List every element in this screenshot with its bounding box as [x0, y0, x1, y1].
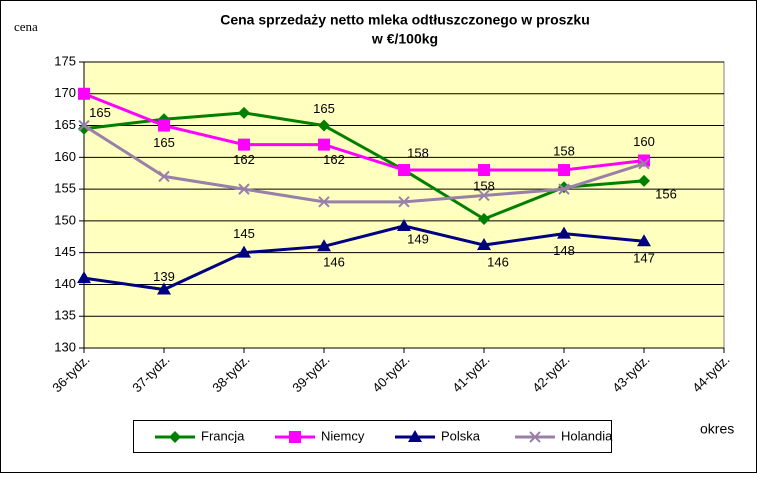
marker — [289, 431, 301, 443]
legend-label: Francja — [201, 428, 245, 443]
y-tick-label: 150 — [54, 212, 76, 227]
marker — [317, 239, 331, 252]
y-tick-label: 155 — [54, 181, 76, 196]
series-line — [83, 124, 645, 204]
data-label: 145 — [233, 226, 255, 241]
y-axis-label: cena — [14, 19, 38, 34]
legend-label: Polska — [441, 428, 481, 443]
marker — [557, 226, 571, 239]
marker — [157, 282, 171, 295]
y-tick-label: 175 — [54, 53, 76, 68]
plot-area — [83, 61, 725, 349]
marker — [478, 189, 490, 202]
x-axis-label: okres — [700, 421, 734, 437]
marker — [558, 183, 570, 195]
marker — [638, 157, 650, 170]
data-label: 162 — [233, 152, 255, 167]
data-label: 147 — [633, 251, 655, 266]
marker — [238, 106, 250, 119]
y-tick-label: 170 — [54, 85, 76, 100]
y-tick-label: 130 — [54, 339, 76, 354]
y-tick-label: 140 — [54, 276, 76, 291]
marker — [478, 164, 490, 177]
marker — [158, 119, 170, 132]
data-label: 158 — [473, 178, 495, 193]
data-label: 160 — [633, 134, 655, 149]
legend-label: Niemcy — [321, 428, 365, 443]
marker — [529, 431, 541, 443]
legend-label: Holandia — [561, 428, 613, 443]
marker — [238, 138, 250, 151]
y-tick-label: 165 — [54, 117, 76, 132]
marker — [78, 119, 90, 132]
marker — [477, 238, 491, 251]
series-line — [83, 224, 645, 292]
chart-subtitle: w €/100kg — [371, 31, 438, 47]
marker — [158, 170, 170, 183]
data-label: 146 — [323, 255, 345, 270]
marker — [398, 196, 410, 208]
data-label: 156 — [655, 186, 677, 201]
data-label: 165 — [313, 101, 335, 116]
y-tick-label: 145 — [54, 244, 76, 259]
marker — [558, 164, 570, 177]
marker — [237, 245, 251, 258]
marker — [169, 431, 181, 443]
data-label: 165 — [89, 105, 111, 120]
y-tick-label: 160 — [54, 149, 76, 164]
data-label: 158 — [553, 143, 575, 158]
series-line — [83, 92, 645, 172]
chart-title: Cena sprzedaży netto mleka odtłuszczoneg… — [220, 12, 590, 28]
data-label: 146 — [487, 254, 509, 269]
marker — [397, 218, 411, 231]
data-label: 162 — [323, 152, 345, 167]
data-label: 149 — [407, 231, 429, 246]
marker — [408, 430, 422, 442]
marker — [478, 212, 490, 225]
data-label: 139 — [153, 269, 175, 284]
marker — [78, 122, 90, 135]
marker — [318, 196, 330, 208]
marker — [78, 87, 90, 100]
marker — [398, 164, 410, 177]
y-tick-label: 135 — [54, 308, 76, 323]
series-line — [83, 111, 645, 221]
marker — [318, 138, 330, 151]
marker — [238, 183, 250, 195]
data-label: 165 — [153, 135, 175, 150]
marker — [638, 174, 650, 187]
marker — [77, 271, 91, 284]
marker — [637, 234, 651, 247]
data-label: 148 — [553, 243, 575, 258]
marker — [318, 119, 330, 132]
data-label: 158 — [407, 145, 429, 160]
